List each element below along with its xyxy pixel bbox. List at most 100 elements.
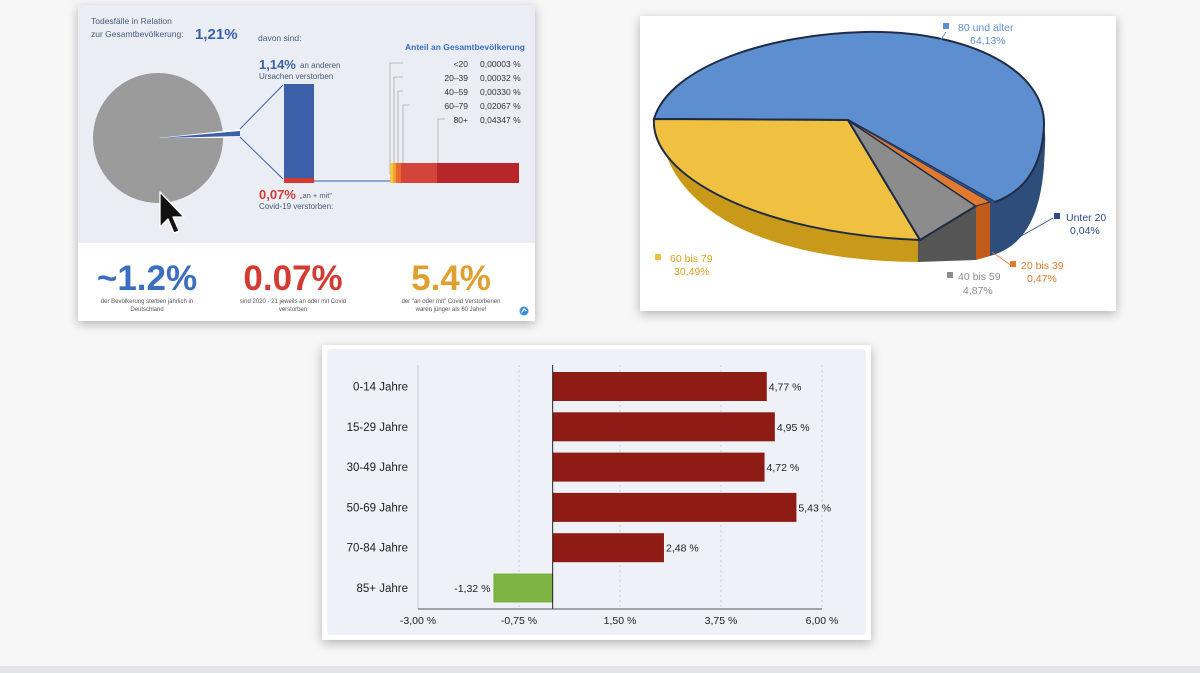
legend-swatch (943, 23, 949, 29)
bar-value-label: 4,95 % (777, 422, 810, 434)
age-leader (402, 104, 410, 175)
bar-categories: 0-14 Jahre 15-29 Jahre 30-49 Jahre 50-69 Ja… (347, 382, 408, 596)
pie-chart-panel: 80 und älter 64,13% 60 bis 79 30,49% 40 … (640, 16, 1116, 311)
pie-slice-unter-20 (848, 120, 996, 202)
age-leader (437, 118, 445, 175)
infographic-bottom-bg (78, 243, 535, 321)
x-tick-label: 6,00 % (806, 615, 839, 627)
pie-slice-80-und-aelter (652, 30, 1046, 204)
category-label: 30-49 Jahre (347, 462, 408, 474)
x-tick-label: 1,50 % (604, 615, 637, 627)
bar-marks: 4,77 % 4,95 % 4,72 % 5,43 % 2,48 % -1,32 % (454, 372, 831, 603)
pie-label-name: 80 und älter (958, 22, 1014, 34)
category-label: 0-14 Jahre (353, 382, 408, 394)
x-tick-label: -0,75 % (501, 615, 537, 627)
infographic-panel: Todesfälle in Relation zur Gesamtbevölke… (78, 5, 535, 321)
other-line2: Ursachen verstorben (259, 72, 333, 81)
bar-value-label: -1,32 % (454, 583, 490, 595)
age-row: 20–39 0,00032 % (393, 73, 521, 175)
pie-side-40-59 (918, 206, 976, 262)
death-bar-other (284, 84, 314, 178)
pie-label-name: Unter 20 (1066, 212, 1106, 224)
cursor-icon (159, 191, 185, 234)
covid-pct: 0,07% (259, 187, 296, 202)
bar-ticks: -3,00 % -0,75 % 1,50 % 3,75 % 6,00 % (400, 615, 838, 627)
covid-line2: Covid-19 verstorben: (259, 202, 333, 211)
pie-label-value: 64,13% (970, 35, 1006, 47)
stat-big: 0.07% (243, 259, 342, 298)
bar (552, 492, 797, 522)
stat-caption: waren jünger als 60 Jahre! (415, 307, 487, 313)
age-label: 40–59 (444, 87, 468, 97)
connector-top (239, 84, 284, 130)
bar-value-label: 4,77 % (769, 382, 802, 394)
anteil-title: Anteil an Gesamtbevölkerung (405, 42, 525, 52)
age-row: 40–59 0,00330 % (397, 87, 521, 175)
bar (552, 452, 765, 482)
pie-label-value: 0,04% (1070, 225, 1100, 237)
other-pct: 1,14% (259, 57, 296, 72)
stat-caption: der Bevölkerung sterben jährlich in (101, 299, 193, 305)
bar-value-label: 5,43 % (798, 502, 831, 514)
stat-caption: sind 2020 - 21 jeweils an oder mit Covid (240, 299, 346, 305)
bar-value-label: 2,48 % (666, 543, 699, 555)
age-rows: <20 0,00003 % 20–39 0,00032 % 40–59 0,00… (389, 59, 521, 175)
bar-grid (417, 365, 823, 609)
x-tick-label: 3,75 % (705, 615, 738, 627)
pie-chart-svg: 80 und älter 64,13% 60 bis 79 30,49% 40 … (640, 16, 1116, 311)
bar (552, 412, 775, 442)
age-value: 0,00003 % (480, 59, 521, 69)
pie-side-20-39 (976, 201, 990, 260)
age-label: 80+ (454, 115, 468, 125)
bar-chart-svg: 4,77 % 4,95 % 4,72 % 5,43 % 2,48 % -1,32 % 0-… (327, 349, 866, 635)
pie-label-value: 4,87% (963, 285, 993, 297)
age-value: 0,04347 % (480, 115, 521, 125)
age-bar-20-39 (393, 163, 396, 183)
bar (552, 372, 767, 401)
age-bar-under20 (390, 163, 393, 183)
age-row: <20 0,00003 % (389, 59, 521, 175)
age-row: 80+ 0,04347 % (437, 115, 521, 175)
other-line1: an anderen (300, 61, 340, 70)
age-bar-60-79 (401, 163, 437, 183)
age-leader (393, 76, 403, 175)
age-leader (389, 62, 403, 175)
category-label: 85+ Jahre (357, 583, 408, 595)
bar (552, 533, 664, 563)
pie-side-80plus (990, 126, 1044, 256)
legend-swatch (947, 272, 953, 278)
davon-label: davon sind: (258, 33, 301, 43)
legend-swatch (1010, 261, 1016, 267)
age-label: 20–39 (444, 73, 468, 83)
age-value: 0,00330 % (480, 87, 521, 97)
share-icon[interactable] (519, 306, 529, 316)
x-tick-label: -3,00 % (400, 615, 436, 627)
pie-label-name: 60 bis 79 (670, 253, 713, 265)
stat-big: ~1.2% (97, 259, 197, 298)
footer-bar (0, 666, 1200, 673)
pie-label-name: 40 bis 59 (958, 271, 1001, 283)
bar (493, 573, 553, 603)
age-bar-40-59 (396, 163, 401, 183)
age-label: 60–79 (444, 101, 468, 111)
covid-line1: „an + mit" (300, 191, 332, 200)
title-line2: zur Gesamtbevölkerung: (91, 29, 184, 39)
age-bar-80plus (437, 163, 519, 183)
connector-bottom (239, 136, 284, 180)
pie-label-name: 20 bis 39 (1021, 260, 1064, 272)
stat-caption: verstorben (279, 307, 307, 313)
pie-label-value: 30,49% (674, 266, 710, 278)
category-label: 15-29 Jahre (347, 422, 408, 434)
title-line1: Todesfälle in Relation (91, 16, 172, 26)
pie-label-value: 0,47% (1027, 273, 1057, 285)
age-value: 0,00032 % (480, 73, 521, 83)
pie-death-slice (161, 131, 240, 138)
legend-swatch (655, 254, 661, 260)
category-label: 70-84 Jahre (347, 543, 408, 555)
age-row: 60–79 0,02067 % (402, 101, 521, 175)
age-label: <20 (454, 59, 469, 69)
category-label: 50-69 Jahre (347, 502, 408, 514)
title-value: 1,21% (195, 26, 238, 43)
legend-swatch (1054, 213, 1060, 219)
pie-slice-60-bis-79 (652, 117, 922, 242)
